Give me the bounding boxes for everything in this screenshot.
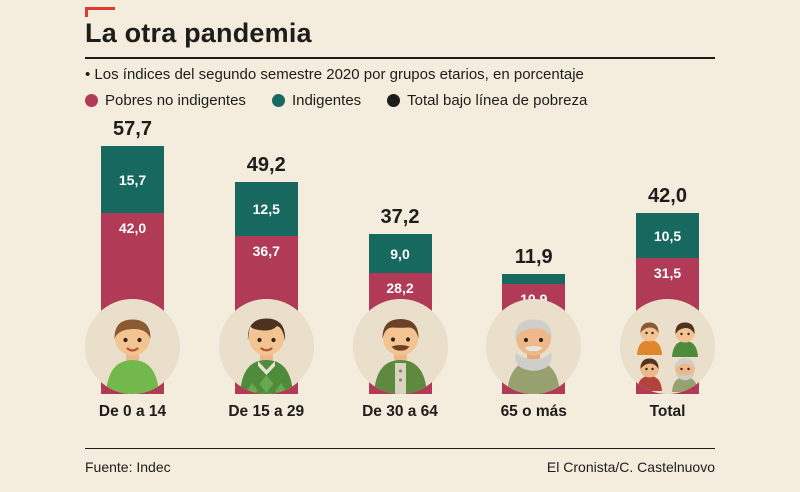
bar-group: 49,2 12,5 36,7 [218, 118, 314, 421]
legend-label: Total bajo línea de pobreza [407, 92, 588, 109]
source-credit: Fuente: Indec [85, 459, 171, 475]
bar-total-label: 49,2 [246, 154, 286, 176]
bar-total-label: 57,7 [113, 118, 152, 140]
avatar-circle [486, 299, 582, 394]
bar-group: 37,2 9,0 28,2 [352, 118, 448, 421]
category-label: De 30 a 64 [362, 403, 438, 420]
legend-dot [271, 94, 285, 107]
bar-segment-indigentes: 10,5 [636, 213, 699, 258]
bar-segment-indigentes: 15,7 [101, 146, 164, 213]
avatar-circle [352, 299, 448, 394]
bar-segment-indigentes: 12,5 [234, 182, 298, 236]
title-divider [85, 57, 715, 59]
adult-icon [352, 299, 448, 394]
category-label: Total [649, 403, 686, 420]
bar-group: 11,9 10,9 [486, 118, 582, 421]
category-label: De 15 a 29 [228, 403, 305, 420]
child-icon [85, 299, 180, 394]
stacked-bar-chart: 57,7 15,7 42,0 [85, 118, 715, 421]
bar-total-label: 42,0 [648, 185, 687, 207]
elderly-icon [486, 299, 582, 394]
chart-subtitle: • Los índices del segundo semestre 2020 … [85, 66, 584, 83]
segment-value-label: 9,0 [390, 245, 410, 262]
bar-segment-indigentes: 9,0 [368, 234, 432, 273]
bar-total-label: 11,9 [514, 246, 553, 268]
footer-divider [85, 448, 715, 449]
legend-dot [85, 94, 98, 107]
legend-item-total: Total bajo línea de pobreza [387, 92, 587, 109]
bar-group: 42,0 10,5 31,5 [620, 118, 715, 421]
segment-value-label: 15,7 [118, 171, 147, 188]
legend-dot [387, 94, 401, 107]
segment-value-label: 10,5 [653, 227, 682, 244]
legend-item-indigentes: Indigentes [271, 92, 362, 109]
red-corner-accent [85, 7, 115, 17]
segment-value-label: 42,0 [118, 220, 147, 236]
bar-group: 57,7 15,7 42,0 [85, 118, 180, 421]
category-label: 65 o más [500, 403, 567, 420]
avatar-circle [218, 299, 314, 394]
segment-value-label: 31,5 [653, 265, 682, 281]
bar-total-label: 37,2 [380, 206, 420, 228]
legend: Pobres no indigentes Indigentes Total ba… [85, 92, 587, 109]
avatar-circle [620, 299, 715, 394]
publisher-credit: El Cronista/C. Castelnuovo [546, 459, 715, 475]
legend-item-pobres: Pobres no indigentes [85, 92, 246, 109]
bar-segment-indigentes [502, 274, 566, 284]
legend-label: Pobres no indigentes [105, 92, 246, 109]
segment-value-label: 12,5 [252, 201, 280, 217]
legend-label: Indigentes [291, 92, 362, 109]
page-title: La otra pandemia [85, 18, 312, 48]
young-adult-icon [218, 299, 314, 394]
category-label: De 0 a 14 [98, 403, 167, 420]
avatar-circle [85, 299, 180, 394]
segment-value-label: 28,2 [386, 280, 414, 296]
all-ages-group-icon [620, 299, 715, 394]
segment-value-label: 36,7 [252, 243, 280, 259]
